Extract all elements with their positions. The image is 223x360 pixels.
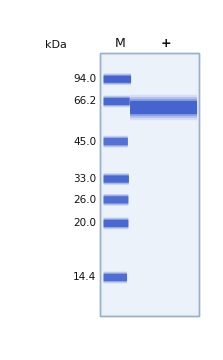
FancyBboxPatch shape (130, 97, 197, 118)
Text: kDa: kDa (45, 40, 67, 50)
Text: M: M (115, 37, 126, 50)
FancyBboxPatch shape (103, 219, 128, 228)
FancyBboxPatch shape (103, 76, 131, 83)
Text: 14.4: 14.4 (73, 273, 96, 283)
FancyBboxPatch shape (103, 195, 128, 204)
FancyBboxPatch shape (103, 274, 127, 281)
FancyBboxPatch shape (103, 220, 128, 227)
FancyBboxPatch shape (103, 196, 128, 203)
FancyBboxPatch shape (103, 175, 129, 183)
Text: 20.0: 20.0 (73, 219, 96, 228)
FancyBboxPatch shape (130, 99, 197, 116)
FancyBboxPatch shape (104, 56, 196, 314)
FancyBboxPatch shape (103, 173, 129, 185)
FancyBboxPatch shape (103, 273, 127, 282)
FancyBboxPatch shape (103, 138, 128, 145)
FancyBboxPatch shape (103, 97, 130, 106)
FancyBboxPatch shape (103, 96, 130, 107)
Text: 33.0: 33.0 (73, 174, 96, 184)
Text: 45.0: 45.0 (73, 136, 96, 147)
FancyBboxPatch shape (103, 271, 127, 283)
FancyBboxPatch shape (103, 98, 130, 105)
FancyBboxPatch shape (103, 73, 131, 85)
Text: 94.0: 94.0 (73, 74, 96, 84)
FancyBboxPatch shape (103, 136, 128, 148)
FancyBboxPatch shape (103, 75, 131, 84)
FancyBboxPatch shape (103, 217, 128, 229)
Text: 26.0: 26.0 (73, 195, 96, 205)
FancyBboxPatch shape (100, 53, 199, 316)
FancyBboxPatch shape (103, 194, 128, 206)
FancyBboxPatch shape (130, 95, 197, 120)
Text: 66.2: 66.2 (73, 96, 96, 107)
FancyBboxPatch shape (130, 101, 197, 114)
Text: +: + (161, 37, 171, 50)
FancyBboxPatch shape (103, 137, 128, 146)
FancyBboxPatch shape (103, 174, 129, 184)
